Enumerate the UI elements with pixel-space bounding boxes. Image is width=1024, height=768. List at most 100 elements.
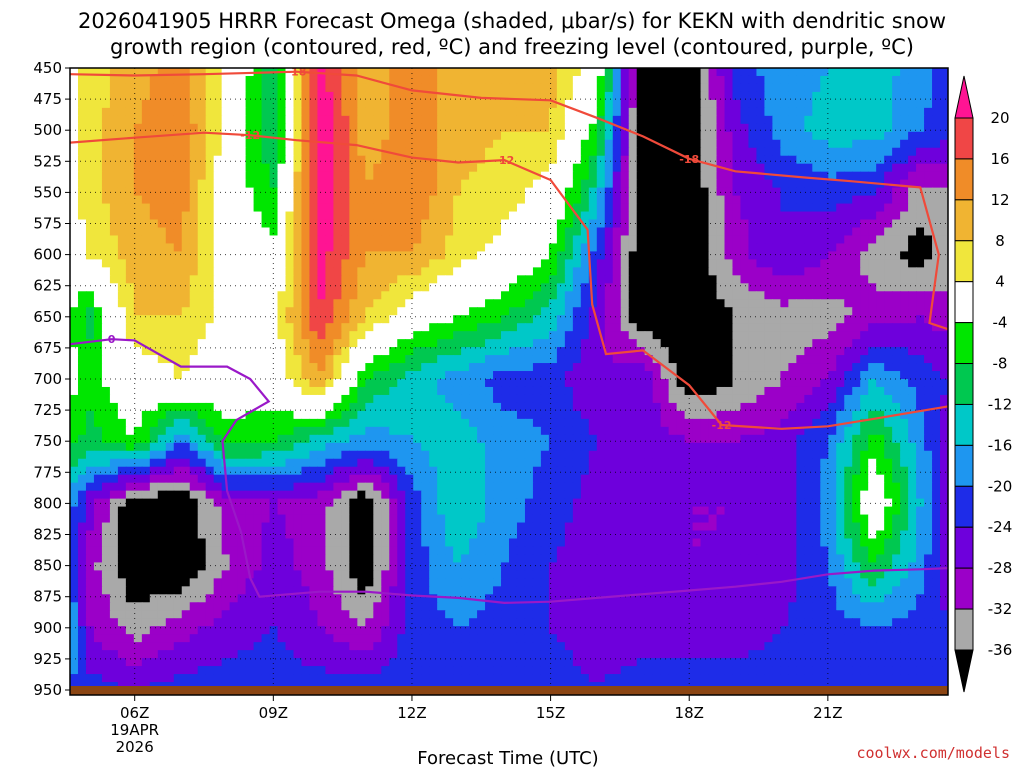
omega-cell [349,410,358,420]
omega-cell [716,99,726,109]
omega-cell [708,219,718,229]
omega-cell [908,91,917,101]
omega-cell [764,211,773,221]
omega-cell [644,331,654,340]
omega-cell [141,307,151,316]
omega-cell [700,75,710,85]
omega-cell [117,323,127,332]
omega-cell [117,394,127,404]
omega-cell [748,115,758,125]
omega-cell [197,91,207,101]
omega-cell [556,323,566,332]
omega-cell [908,179,917,189]
omega-cell [309,418,319,428]
omega-cell [588,171,598,181]
omega-cell [389,283,398,292]
omega-cell [93,219,103,229]
omega-cell [157,363,167,372]
omega-cell [724,323,734,332]
omega-cell [572,139,582,149]
omega-cell [780,315,789,324]
omega-cell [628,243,638,253]
omega-cell [580,211,590,221]
omega-cell [644,410,654,420]
omega-cell [740,211,750,221]
omega-cell [700,211,710,221]
omega-cell [820,219,829,229]
omega-cell [205,386,215,396]
omega-cell [588,363,598,372]
omega-cell [692,115,702,125]
omega-cell [660,315,670,324]
omega-cell [301,83,311,93]
omega-cell [181,219,191,229]
omega-cell [229,267,239,276]
omega-cell [149,331,159,340]
omega-cell [85,307,95,316]
omega-cell [940,275,948,284]
omega-cell [149,115,159,125]
omega-cell [924,171,933,181]
omega-cell [572,219,582,229]
omega-cell [676,394,686,404]
omega-cell [788,291,797,300]
omega-cell [756,379,766,388]
omega-cell [485,115,494,125]
omega-cell [876,307,885,316]
omega-cell [93,291,103,300]
omega-cell [884,410,893,420]
omega-cell [301,363,311,372]
omega-cell [756,307,766,316]
omega-cell [804,139,813,149]
omega-cell [732,347,742,356]
omega-cell [453,139,462,149]
omega-cell [900,147,909,157]
omega-cell [660,307,670,316]
omega-cell [109,195,119,205]
omega-cell [437,99,446,109]
omega-cell [596,379,606,388]
omega-cell [660,147,670,157]
omega-cell [373,418,382,428]
omega-cell [772,267,781,276]
omega-cell [109,418,119,428]
omega-cell [485,243,494,253]
omega-cell [245,139,255,149]
omega-cell [564,187,574,197]
omega-cell [85,355,95,364]
omega-cell [421,83,430,93]
omega-cell [301,291,311,300]
omega-cell [205,179,215,189]
omega-cell [764,267,773,276]
omega-cell [804,267,813,276]
omega-cell [317,243,327,253]
omega-cell [165,203,175,213]
omega-cell [812,291,821,300]
omega-cell [620,386,630,396]
omega-cell [588,394,598,404]
omega-cell [724,386,734,396]
omega-cell [932,235,941,245]
omega-cell [181,379,191,388]
omega-cell [277,394,287,404]
omega-cell [764,115,773,125]
omega-cell [365,394,374,404]
omega-cell [556,410,566,420]
omega-cell [70,299,79,308]
omega-cell [197,123,207,133]
omega-cell [437,203,446,213]
omega-cell [580,402,590,412]
omega-cell [173,147,183,157]
omega-cell [524,227,534,237]
omega-cell [213,371,223,380]
omega-cell [173,243,183,253]
omega-cell [852,179,861,189]
omega-cell [676,275,686,284]
omega-cell [213,259,223,268]
omega-cell [756,171,766,181]
omega-cell [133,131,143,141]
omega-cell [421,331,430,340]
omega-cell [381,123,390,133]
omega-cell [70,99,79,109]
omega-cell [860,235,869,245]
